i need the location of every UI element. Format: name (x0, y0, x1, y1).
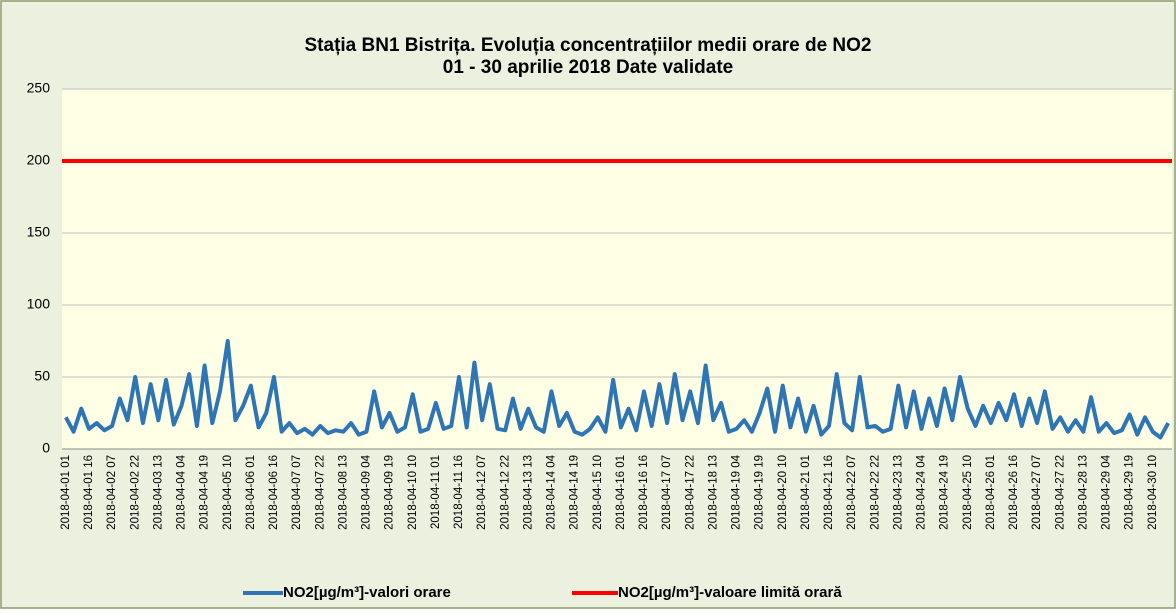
y-tick-label: 50 (34, 368, 50, 384)
x-tick-label: 2018-04-24 04 (916, 454, 928, 529)
x-tick-label: 2018-04-18 13 (707, 455, 719, 530)
x-tick-label: 2018-04-22 22 (869, 455, 881, 530)
x-tick-label: 2018-04-08 13 (337, 455, 349, 530)
x-tick-label: 2018-04-14 04 (546, 454, 558, 529)
x-tick-label: 2018-04-29 04 (1101, 454, 1113, 529)
y-tick-label: 150 (27, 224, 51, 240)
x-tick-label: 2018-04-16 16 (638, 455, 650, 530)
x-tick-label: 2018-04-09 19 (384, 455, 396, 530)
x-tick-label: 2018-04-15 10 (592, 455, 604, 530)
x-tick-label: 2018-04-05 10 (222, 455, 234, 530)
x-tick-label: 2018-04-07 22 (314, 455, 326, 530)
x-tick-label: 2018-04-20 10 (777, 455, 789, 530)
x-tick-label: 2018-04-21 01 (800, 455, 812, 530)
x-tick-label: 2018-04-12 07 (476, 455, 488, 530)
x-tick-label: 2018-04-21 16 (823, 455, 835, 530)
x-tick-label: 2018-04-25 10 (962, 455, 974, 530)
x-tick-label: 2018-04-13 13 (522, 455, 534, 530)
x-tick-label: 2018-04-16 01 (615, 455, 627, 530)
x-tick-label: 2018-04-27 22 (1054, 455, 1066, 530)
plot-area (62, 89, 1172, 449)
x-tick-label: 2018-04-02 22 (129, 455, 141, 530)
chart-title: Stația BN1 Bistrița. Evoluția concentraț… (305, 35, 872, 56)
x-tick-label: 2018-04-19 04 (731, 454, 743, 529)
x-tick-label: 2018-04-26 01 (985, 455, 997, 530)
x-tick-label: 2018-04-07 07 (291, 455, 303, 530)
y-tick-label: 200 (27, 152, 51, 168)
x-tick-label: 2018-04-26 16 (1008, 455, 1020, 530)
x-tick-label: 2018-04-06 01 (245, 455, 257, 530)
x-tick-label: 2018-04-12 22 (499, 455, 511, 530)
x-tick-label: 2018-04-01 16 (83, 455, 95, 530)
x-tick-label: 2018-04-09 04 (361, 454, 373, 529)
x-tick-label: 2018-04-19 19 (754, 455, 766, 530)
x-tick-label: 2018-04-10 10 (407, 455, 419, 530)
x-tick-label: 2018-04-06 16 (268, 455, 280, 530)
x-tick-label: 2018-04-24 19 (939, 455, 951, 530)
x-tick-label: 2018-04-04 19 (199, 455, 211, 530)
x-tick-label: 2018-04-29 19 (1124, 455, 1136, 530)
data-line (64, 339, 1170, 440)
x-tick-label: 2018-04-17 22 (684, 455, 696, 530)
x-tick-label: 2018-04-27 07 (1031, 455, 1043, 530)
x-tick-label: 2018-04-11 01 (430, 455, 442, 529)
x-tick-label: 2018-04-11 16 (453, 455, 465, 529)
x-tick-label: 2018-04-23 13 (892, 455, 904, 530)
y-tick-label: 250 (27, 80, 51, 96)
x-tick-label: 2018-04-22 07 (846, 455, 858, 530)
x-tick-label: 2018-04-02 07 (106, 455, 118, 530)
x-tick-label: 2018-04-17 07 (661, 455, 673, 530)
y-tick-label: 100 (27, 296, 51, 312)
x-tick-label: 2018-04-01 01 (60, 455, 72, 530)
legend-label: NO2[µg/m³]-valoare limită orară (618, 584, 842, 601)
legend-label: NO2[µg/m³]-valori orare (283, 584, 451, 601)
x-tick-label: 2018-04-28 13 (1077, 455, 1089, 530)
chart-subtitle: 01 - 30 aprilie 2018 Date validate (443, 57, 733, 78)
y-tick-label: 0 (42, 440, 50, 456)
x-tick-label: 2018-04-04 04 (176, 454, 188, 529)
x-tick-label: 2018-04-30 10 (1147, 455, 1159, 530)
x-tick-label: 2018-04-03 13 (152, 455, 164, 530)
x-tick-label: 2018-04-14 19 (569, 455, 581, 530)
